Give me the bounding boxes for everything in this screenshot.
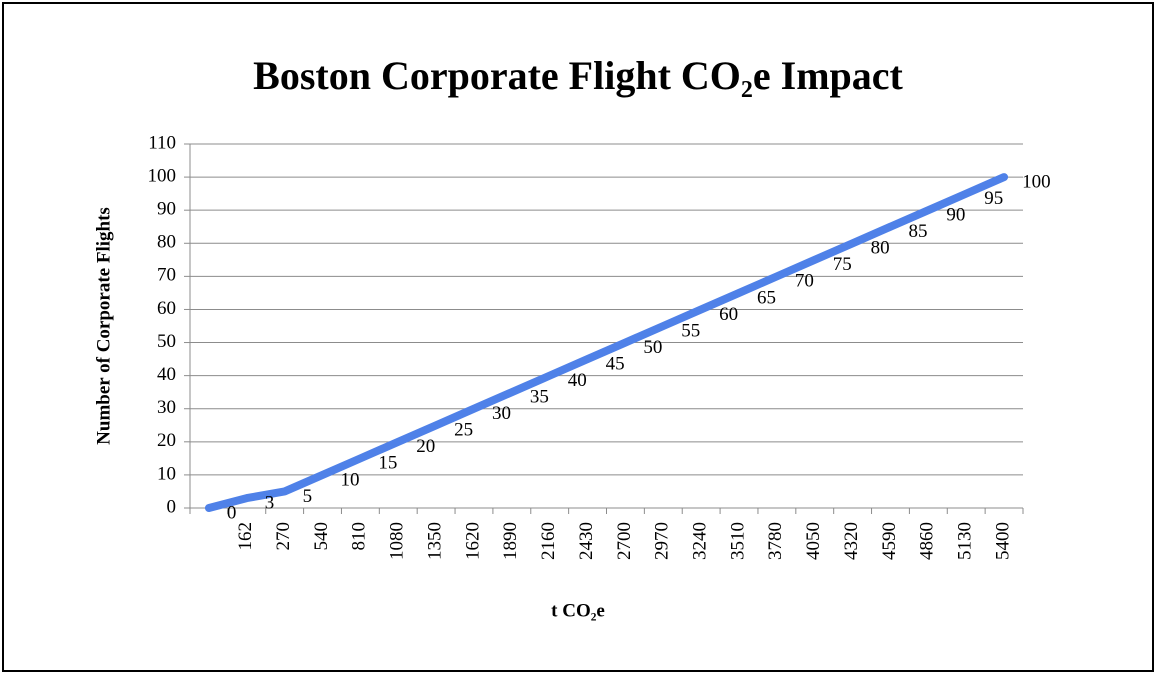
y-tick-label: 30 bbox=[157, 397, 176, 418]
x-tick-label: 5400 bbox=[992, 522, 1013, 560]
x-tick-label: 1890 bbox=[500, 522, 521, 560]
y-tick-label: 0 bbox=[167, 496, 177, 517]
data-line bbox=[204, 173, 1009, 512]
data-label: 10 bbox=[341, 469, 360, 490]
data-label: 0 bbox=[227, 502, 237, 523]
y-tick-label: 100 bbox=[148, 165, 177, 186]
x-tick-label: 2430 bbox=[576, 522, 597, 560]
data-label: 35 bbox=[530, 387, 549, 408]
x-tick-label: 4320 bbox=[841, 522, 862, 560]
data-label: 80 bbox=[871, 238, 890, 259]
y-tick-label: 10 bbox=[157, 463, 176, 484]
data-label: 25 bbox=[454, 420, 473, 441]
y-tick-label: 70 bbox=[157, 265, 176, 286]
data-label: 20 bbox=[416, 436, 435, 457]
x-tick-label: 4860 bbox=[917, 522, 938, 560]
data-label: 85 bbox=[908, 221, 927, 242]
y-tick-label: 80 bbox=[157, 232, 176, 253]
data-label: 65 bbox=[757, 287, 776, 308]
x-tick-label: 810 bbox=[349, 522, 370, 551]
x-tick-label: 2700 bbox=[614, 522, 635, 560]
x-tick-label: 3510 bbox=[727, 522, 748, 560]
x-axis-label: t CO₂e bbox=[551, 600, 605, 621]
chart-title: Boston Corporate Flight CO₂e Impact bbox=[253, 53, 903, 98]
data-label: 95 bbox=[984, 188, 1003, 209]
y-tick-label: 90 bbox=[157, 199, 176, 220]
data-label: 60 bbox=[719, 304, 738, 325]
data-label: 100 bbox=[1022, 171, 1050, 192]
x-tick-label: 5130 bbox=[955, 522, 976, 560]
y-axis-label: Number of Corporate Flights bbox=[93, 207, 114, 445]
data-label: 3 bbox=[265, 492, 275, 513]
x-tick-label: 2970 bbox=[652, 522, 673, 560]
y-tick-label: 110 bbox=[148, 132, 176, 153]
data-label: 45 bbox=[606, 353, 625, 374]
data-label: 30 bbox=[492, 403, 511, 424]
x-tick-label: 4050 bbox=[803, 522, 824, 560]
x-tick-label: 1350 bbox=[424, 522, 445, 560]
data-label: 50 bbox=[643, 337, 662, 358]
data-label: 5 bbox=[303, 486, 313, 507]
x-tick-label: 540 bbox=[311, 522, 332, 551]
x-tick-label: 1080 bbox=[387, 522, 408, 560]
y-tick-label: 60 bbox=[157, 298, 176, 319]
x-tick-label: 1620 bbox=[462, 522, 483, 560]
data-label: 55 bbox=[681, 320, 700, 341]
data-label: 40 bbox=[568, 370, 587, 391]
y-tick-label: 40 bbox=[157, 364, 176, 385]
y-tick-label: 50 bbox=[157, 331, 176, 352]
x-tick-label: 2160 bbox=[538, 522, 559, 560]
x-tick-label: 4590 bbox=[879, 522, 900, 560]
x-tick-label: 3240 bbox=[690, 522, 711, 560]
data-label: 15 bbox=[378, 453, 397, 474]
data-label: 90 bbox=[946, 205, 965, 226]
data-label: 70 bbox=[795, 271, 814, 292]
y-tick-label: 20 bbox=[157, 430, 176, 451]
x-tick-label: 270 bbox=[273, 522, 294, 551]
x-tick-label: 162 bbox=[235, 522, 256, 551]
x-tick-label: 3780 bbox=[765, 522, 786, 560]
data-label: 75 bbox=[833, 254, 852, 275]
